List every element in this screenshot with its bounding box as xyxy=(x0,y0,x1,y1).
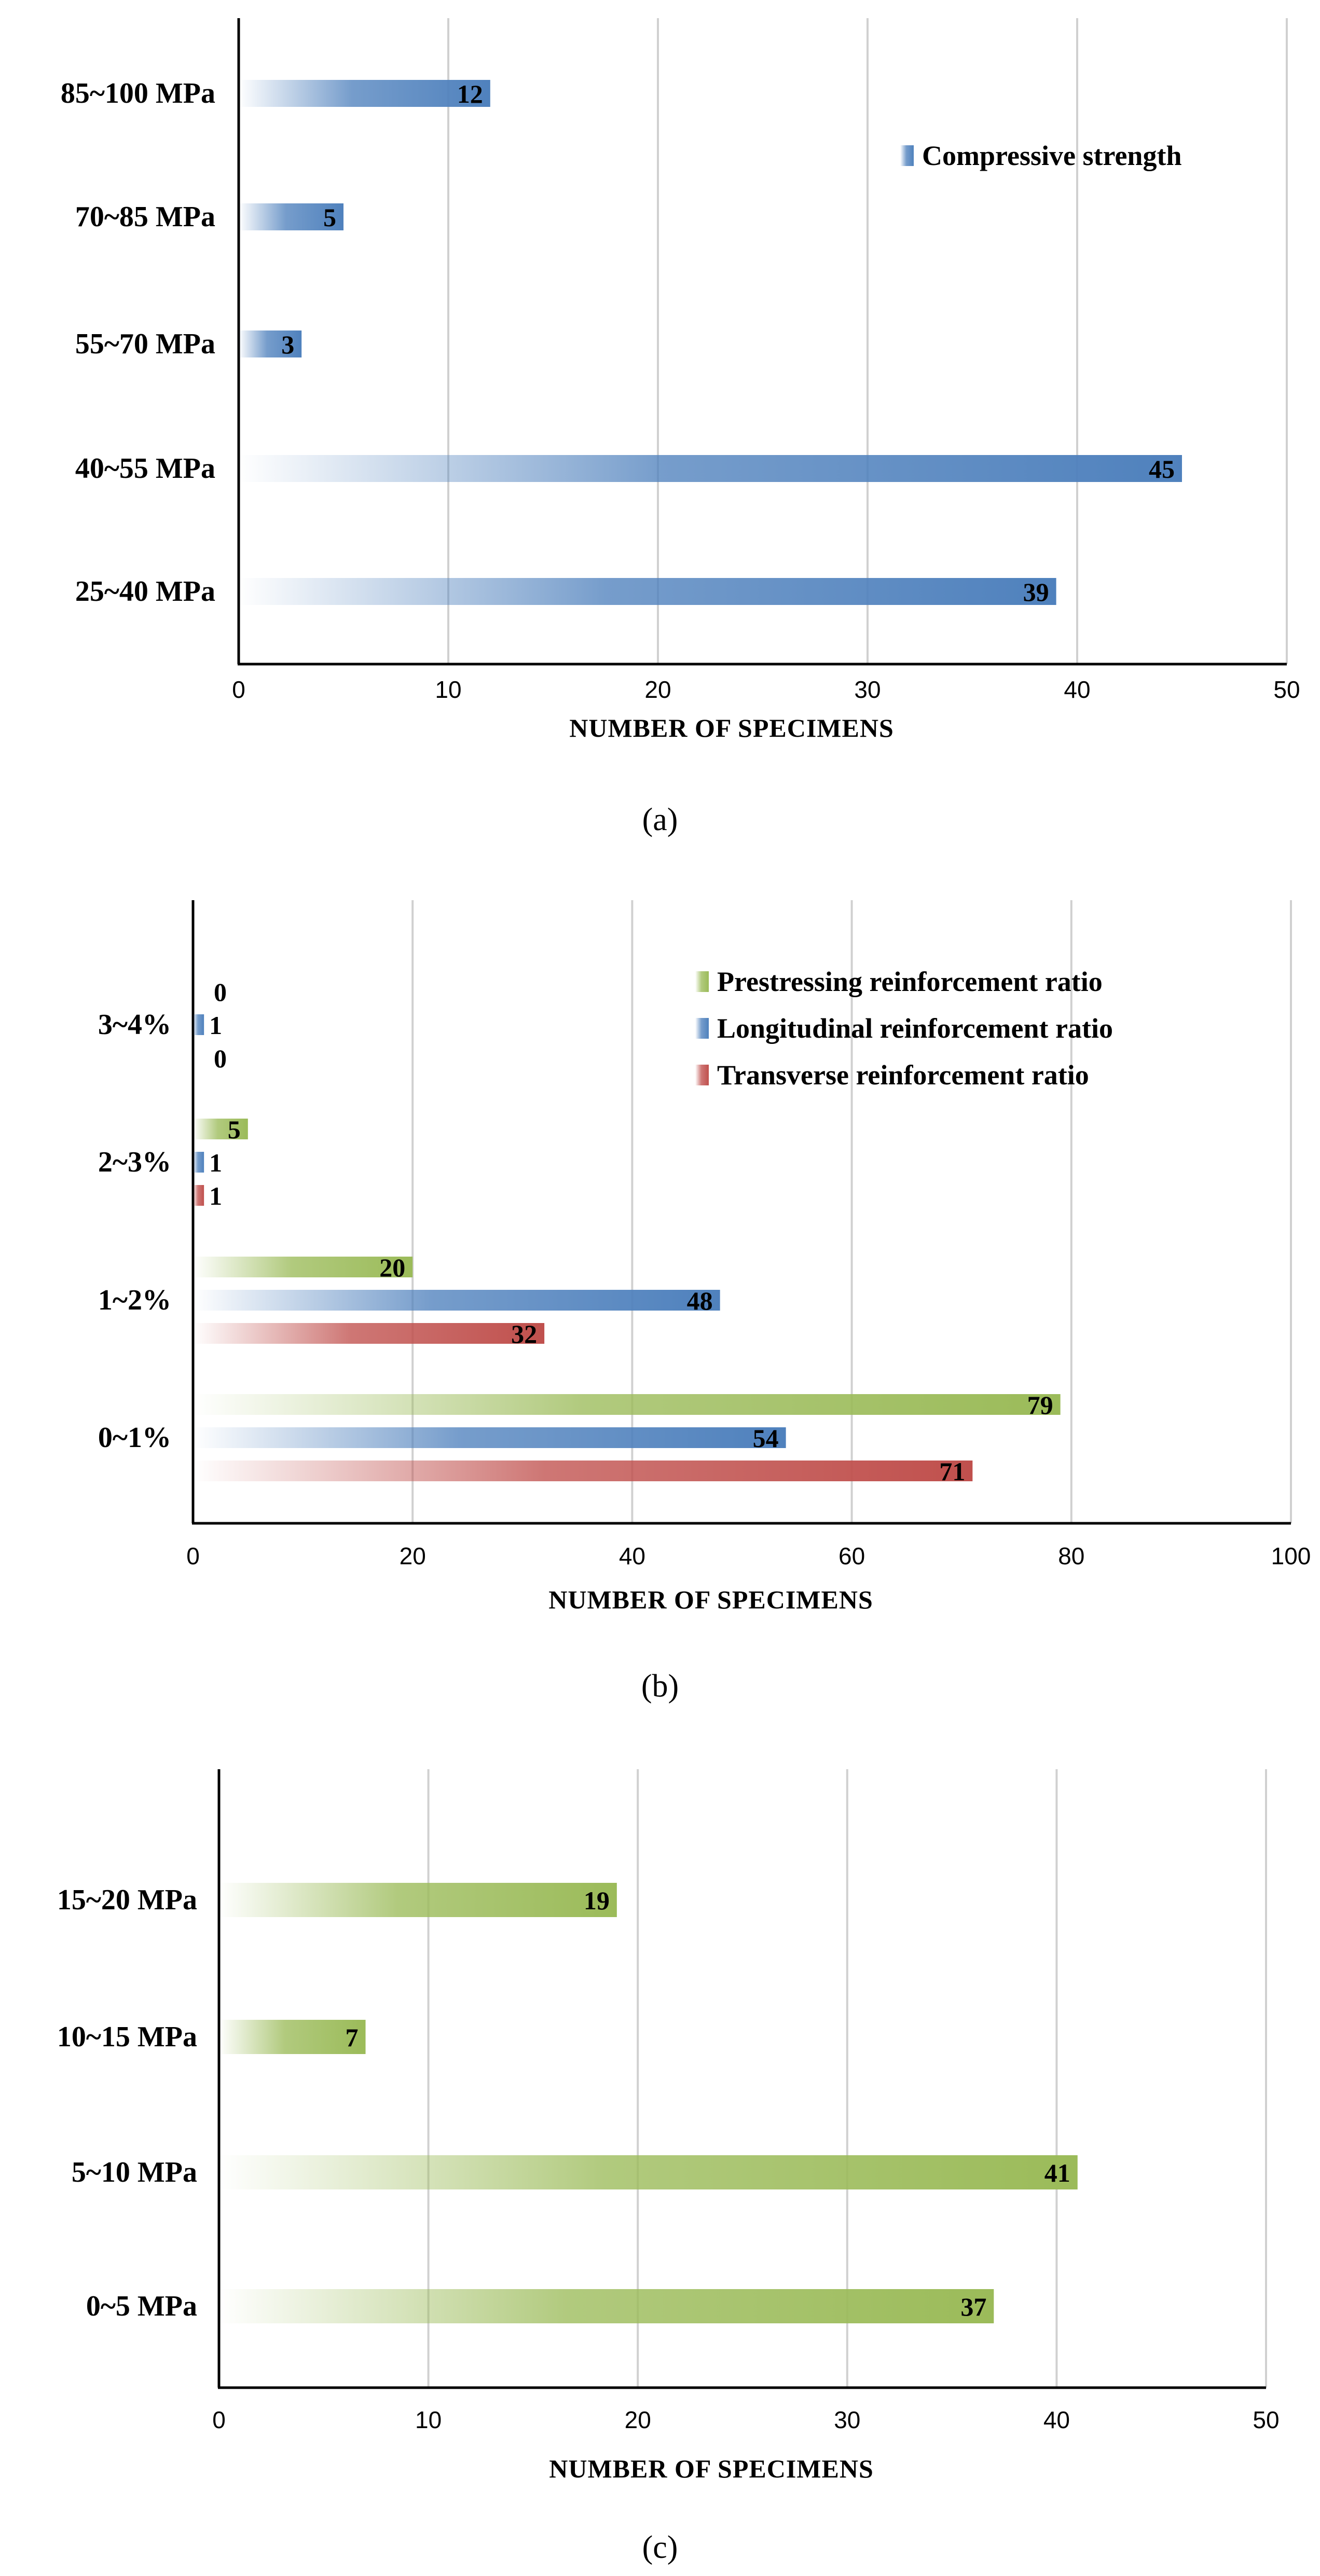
x-tick-label-10: 10 xyxy=(415,2406,442,2433)
data-label-prestressing-reinforcement-ratio-2-3: 5 xyxy=(228,1115,241,1144)
x-tick-label-0: 0 xyxy=(232,676,245,703)
x-tick-label-20: 20 xyxy=(625,2406,651,2433)
data-label-transverse-reinforcement-ratio-0-1: 71 xyxy=(939,1457,965,1486)
bar-series-5-10-mpa xyxy=(219,2155,1078,2189)
bar-series-15-20-mpa xyxy=(219,1883,617,1917)
bar-compressive-strength-70-85-mpa xyxy=(239,203,343,230)
data-label-longitudinal-reinforcement-ratio-1-2: 48 xyxy=(687,1286,713,1315)
x-axis-title: NUMBER OF SPECIMENS xyxy=(549,2454,874,2483)
category-label-1-2: 1~2% xyxy=(98,1284,171,1316)
x-tick-label-0: 0 xyxy=(212,2406,226,2433)
legend-label-prestressing-reinforcement-ratio: Prestressing reinforcement ratio xyxy=(717,966,1103,997)
bar-transverse-reinforcement-ratio-1-2 xyxy=(193,1323,545,1344)
panel-caption-b: (b) xyxy=(641,1669,679,1704)
chart-panel-a: 0 10 20 30 40 50 25~40 MPa 39 40~55 MPa 45 55~70 M… xyxy=(0,0,1320,851)
x-tick-label-40: 40 xyxy=(1043,2406,1070,2433)
bar-prestressing-reinforcement-ratio-0-1 xyxy=(193,1394,1061,1415)
category-label-0-1: 0~1% xyxy=(98,1422,171,1454)
x-tick-label-100: 100 xyxy=(1271,1542,1311,1569)
data-label-longitudinal-reinforcement-ratio-3-4: 1 xyxy=(209,1011,222,1040)
legend-swatch-transverse-reinforcement-ratio xyxy=(695,1065,709,1085)
bar-series-0-5-mpa xyxy=(219,2289,994,2323)
data-label-series-0-5-mpa: 37 xyxy=(960,2292,986,2321)
bar-compressive-strength-25-40-mpa xyxy=(239,578,1056,605)
bar-prestressing-reinforcement-ratio-1-2 xyxy=(193,1257,413,1277)
bar-transverse-reinforcement-ratio-2-3 xyxy=(193,1185,204,1206)
chart-b-svg: 0 20 40 60 80 1000~1%7954711~2%2048322~3%5113… xyxy=(98,900,1311,1704)
bar-longitudinal-reinforcement-ratio-1-2 xyxy=(193,1290,720,1311)
legend-swatch-compressive-strength xyxy=(900,145,914,166)
category-label-2-3: 2~3% xyxy=(98,1146,171,1178)
x-axis-title: NUMBER OF SPECIMENS xyxy=(569,713,894,742)
chart-panel-c: 0 10 20 30 40 50 0~5 MPa 37 5~10 MPa 41 10~15 MPa 7… xyxy=(0,1728,1320,2576)
legend-label-transverse-reinforcement-ratio: Transverse reinforcement ratio xyxy=(717,1059,1089,1091)
x-tick-label-80: 80 xyxy=(1058,1542,1084,1569)
chart-a-svg: 0 10 20 30 40 50 25~40 MPa 39 40~55 MPa 45 55~70 M… xyxy=(61,18,1300,837)
x-tick-label-30: 30 xyxy=(834,2406,860,2433)
data-label-series-10-15-mpa: 7 xyxy=(346,2023,359,2052)
data-label-longitudinal-reinforcement-ratio-2-3: 1 xyxy=(209,1148,222,1177)
bar-longitudinal-reinforcement-ratio-2-3 xyxy=(193,1152,204,1173)
chart-panel-b: 0 20 40 60 80 100 0~1% 79 54 71 1~2% 20 48 32 2~3% 5 1 1 3… xyxy=(0,851,1320,1728)
x-tick-label-60: 60 xyxy=(838,1542,865,1569)
x-tick-label-20: 20 xyxy=(400,1542,426,1569)
bar-series-10-15-mpa xyxy=(219,2020,366,2054)
x-tick-label-40: 40 xyxy=(619,1542,645,1569)
legend-swatch-longitudinal-reinforcement-ratio xyxy=(695,1018,709,1039)
data-label-compressive-strength-25-40-mpa: 39 xyxy=(1023,577,1049,607)
category-label-85-100-mpa: 85~100 MPa xyxy=(61,77,215,109)
bar-compressive-strength-55-70-mpa xyxy=(239,330,302,357)
bar-longitudinal-reinforcement-ratio-0-1 xyxy=(193,1427,786,1448)
data-label-transverse-reinforcement-ratio-3-4: 0 xyxy=(214,1044,227,1073)
category-label-55-70-mpa: 55~70 MPa xyxy=(75,328,215,360)
bar-compressive-strength-85-100-mpa xyxy=(239,80,490,107)
data-label-prestressing-reinforcement-ratio-0-1: 79 xyxy=(1027,1390,1053,1420)
data-label-transverse-reinforcement-ratio-2-3: 1 xyxy=(209,1181,222,1210)
x-tick-label-10: 10 xyxy=(435,676,461,703)
category-label-70-85-mpa: 70~85 MPa xyxy=(75,201,215,233)
bar-transverse-reinforcement-ratio-0-1 xyxy=(193,1461,973,1481)
chart-c-svg: 0 10 20 30 40 50 0~5 MPa 37 5~10 MPa 41 10~15 MPa 7… xyxy=(57,1769,1280,2565)
bar-compressive-strength-40-55-mpa xyxy=(239,455,1182,482)
bar-prestressing-reinforcement-ratio-2-3 xyxy=(193,1119,248,1139)
category-label-40-55-mpa: 40~55 MPa xyxy=(75,452,215,485)
category-label-25-40-mpa: 25~40 MPa xyxy=(75,575,215,608)
data-label-compressive-strength-40-55-mpa: 45 xyxy=(1149,454,1175,484)
legend-label-compressive-strength: Compressive strength xyxy=(922,140,1181,171)
x-axis-title: NUMBER OF SPECIMENS xyxy=(548,1585,873,1614)
legend-swatch-prestressing-reinforcement-ratio xyxy=(695,971,709,992)
category-label-0-5-mpa: 0~5 MPa xyxy=(86,2290,197,2322)
panel-caption-a: (a) xyxy=(642,802,678,837)
x-tick-label-30: 30 xyxy=(854,676,881,703)
category-label-3-4: 3~4% xyxy=(98,1009,171,1041)
x-tick-label-20: 20 xyxy=(644,676,671,703)
category-label-5-10-mpa: 5~10 MPa xyxy=(72,2156,197,2188)
panel-caption-c: (c) xyxy=(642,2530,678,2565)
data-label-prestressing-reinforcement-ratio-3-4: 0 xyxy=(214,977,227,1007)
x-tick-label-0: 0 xyxy=(186,1542,200,1569)
data-label-series-15-20-mpa: 19 xyxy=(584,1886,610,1915)
data-label-compressive-strength-85-100-mpa: 12 xyxy=(457,79,483,108)
bar-longitudinal-reinforcement-ratio-3-4 xyxy=(193,1014,204,1035)
x-tick-label-40: 40 xyxy=(1064,676,1090,703)
legend-label-longitudinal-reinforcement-ratio: Longitudinal reinforcement ratio xyxy=(717,1013,1113,1044)
data-label-series-5-10-mpa: 41 xyxy=(1044,2158,1070,2187)
category-label-10-15-mpa: 10~15 MPa xyxy=(57,2021,197,2053)
x-tick-label-50: 50 xyxy=(1253,2406,1279,2433)
data-label-compressive-strength-70-85-mpa: 5 xyxy=(323,203,336,232)
category-label-15-20-mpa: 15~20 MPa xyxy=(57,1884,197,1916)
data-label-transverse-reinforcement-ratio-1-2: 32 xyxy=(511,1319,537,1348)
data-label-compressive-strength-55-70-mpa: 3 xyxy=(281,330,294,359)
x-tick-label-50: 50 xyxy=(1273,676,1300,703)
data-label-prestressing-reinforcement-ratio-1-2: 20 xyxy=(379,1253,405,1282)
data-label-longitudinal-reinforcement-ratio-0-1: 54 xyxy=(753,1424,779,1453)
